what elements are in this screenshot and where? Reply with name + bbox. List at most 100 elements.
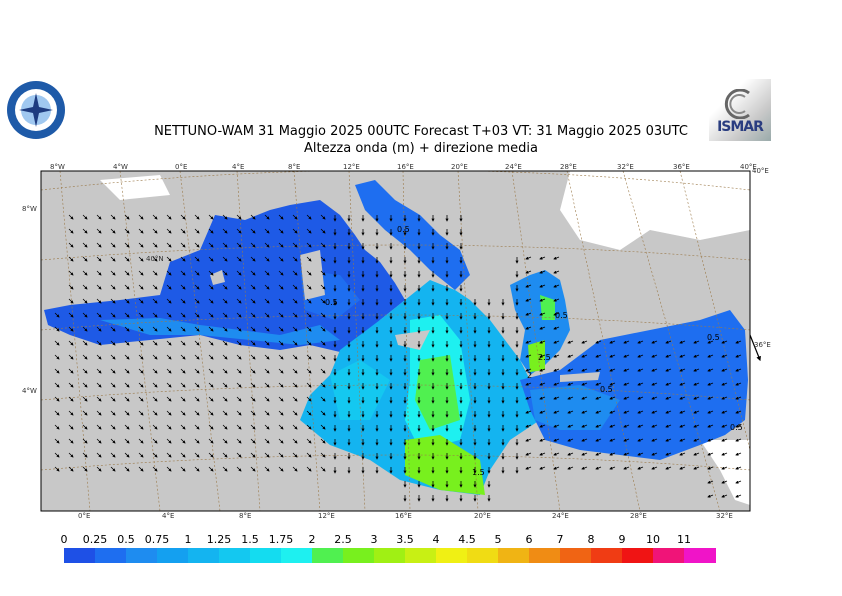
wave-arrow xyxy=(623,424,630,428)
wave-arrow xyxy=(68,270,74,276)
wave-arrow xyxy=(609,424,616,428)
wave-arrow xyxy=(637,452,644,456)
wave-arrow xyxy=(320,438,326,444)
right-latitude-label: 36°E xyxy=(754,341,771,349)
wave-arrow xyxy=(194,228,200,234)
wave-arrow xyxy=(581,354,588,358)
wave-arrow xyxy=(721,424,728,428)
wave-arrow xyxy=(292,424,298,430)
wave-arrow xyxy=(679,382,686,386)
wave-arrow xyxy=(152,284,158,290)
wave-arrow xyxy=(236,382,242,388)
wave-arrow xyxy=(665,424,672,428)
wave-arrow xyxy=(292,284,298,290)
wave-arrow xyxy=(693,382,700,386)
wave-arrow xyxy=(539,466,546,470)
wave-arrow xyxy=(595,466,602,470)
wave-arrow xyxy=(82,298,88,304)
wave-arrow xyxy=(208,396,214,402)
wave-arrow xyxy=(707,396,714,400)
wave-arrow xyxy=(110,228,116,234)
wave-arrow xyxy=(152,298,158,304)
wave-arrow xyxy=(68,368,74,374)
wave-arrow xyxy=(54,326,60,332)
wave-arrow xyxy=(306,228,312,234)
wave-arrow xyxy=(735,354,742,358)
wave-arrow xyxy=(96,340,102,346)
wave-arrow xyxy=(539,452,546,456)
wave-arrow xyxy=(651,340,658,344)
wave-arrow xyxy=(250,284,256,290)
wave-arrow xyxy=(124,382,130,388)
wave-arrow xyxy=(278,382,284,388)
wave-arrow xyxy=(208,438,214,444)
wave-arrow xyxy=(110,410,116,416)
wave-arrow xyxy=(82,354,88,360)
wave-arrow xyxy=(152,312,158,318)
wave-arrow xyxy=(110,368,116,374)
wave-arrow xyxy=(623,410,630,414)
wave-arrow xyxy=(236,228,242,234)
wave-arrow xyxy=(250,382,256,388)
wave-arrow xyxy=(68,312,74,318)
wave-arrow xyxy=(320,214,326,220)
wave-arrow xyxy=(539,326,546,330)
wave-arrow xyxy=(166,312,172,318)
wave-arrow xyxy=(96,326,102,332)
wave-arrow xyxy=(693,452,700,456)
wave-arrow xyxy=(54,368,60,374)
wave-arrow xyxy=(707,354,714,358)
wave-arrow xyxy=(222,214,228,220)
wave-arrow xyxy=(609,382,616,386)
wave-arrow xyxy=(553,452,560,456)
wave-arrow xyxy=(306,270,312,276)
wave-arrow xyxy=(623,396,630,400)
top-longitude-label: 4°E xyxy=(232,163,245,171)
contour-label: 0.5 xyxy=(325,298,338,307)
wave-arrow xyxy=(567,466,574,470)
wave-arrow xyxy=(320,298,326,304)
colorbar-swatch xyxy=(498,548,530,563)
wave-arrow xyxy=(124,424,130,430)
wave-arrow xyxy=(679,368,686,372)
wave-arrow xyxy=(595,396,602,400)
wave-arrow xyxy=(96,298,102,304)
wave-arrow xyxy=(68,284,74,290)
wave-arrow xyxy=(82,312,88,318)
bottom-longitude-label: 28°E xyxy=(630,512,647,520)
wave-arrow xyxy=(180,396,186,402)
wave-arrow xyxy=(180,256,186,262)
top-longitude-label: 28°E xyxy=(560,163,577,171)
colorbar-label: 0.75 xyxy=(144,533,170,546)
wave-arrow xyxy=(222,312,228,318)
wave-arrow xyxy=(707,410,714,414)
wave-arrow xyxy=(609,396,616,400)
wave-arrow xyxy=(236,368,242,374)
wave-arrow xyxy=(166,242,172,248)
wave-arrow xyxy=(54,452,60,458)
wave-arrow xyxy=(623,382,630,386)
wave-arrow xyxy=(110,256,116,262)
wave-arrow xyxy=(138,382,144,388)
wave-arrow xyxy=(222,466,228,472)
wave-arrow xyxy=(138,242,144,248)
top-longitude-label: 32°E xyxy=(617,163,634,171)
wave-arrow xyxy=(292,368,298,374)
wave-arrow xyxy=(721,410,728,414)
wave-arrow xyxy=(595,368,602,372)
wave-arrow xyxy=(707,480,714,484)
wave-arrow xyxy=(595,382,602,386)
wave-arrow xyxy=(539,424,546,428)
wave-arrow xyxy=(138,256,144,262)
wave-arrow xyxy=(735,494,742,498)
wave-arrow xyxy=(525,326,532,330)
wave-arrow xyxy=(637,340,644,344)
wave-arrow xyxy=(721,368,728,372)
colorbar-swatch xyxy=(591,548,623,563)
wave-arrow xyxy=(539,368,546,372)
wave-arrow xyxy=(553,312,560,316)
wave-arrow xyxy=(721,480,728,484)
wave-arrow xyxy=(96,256,102,262)
wave-arrow xyxy=(152,410,158,416)
wave-arrow xyxy=(264,438,270,444)
